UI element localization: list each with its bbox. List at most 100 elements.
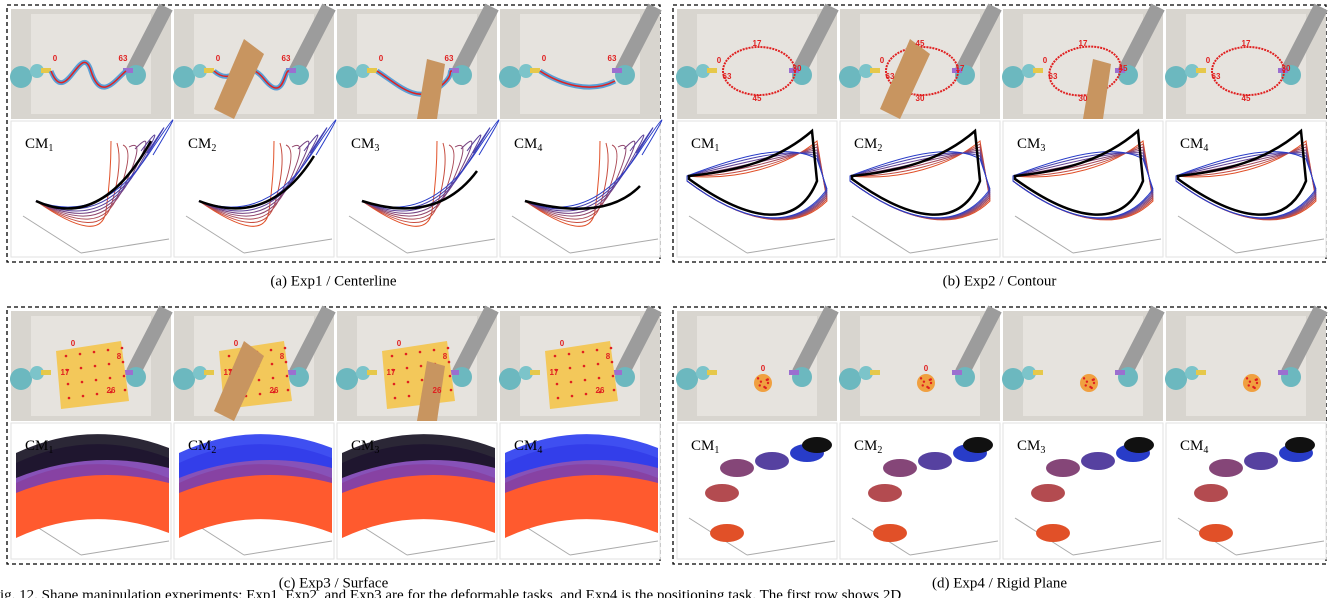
point-label: 63: [1049, 72, 1058, 81]
marker-dot: [407, 394, 411, 398]
point-label: 0: [542, 54, 547, 63]
marker-dot: [67, 396, 71, 400]
marker-dot: [393, 396, 397, 400]
plot: CM4: [499, 422, 661, 560]
point-label: 63: [1212, 72, 1221, 81]
marker-dot: [919, 377, 923, 380]
marker-dot: [392, 382, 396, 386]
gripper: [707, 68, 717, 73]
axis-line: [909, 540, 999, 556]
marker-dot: [1089, 385, 1092, 389]
point-label: 0: [880, 56, 885, 65]
marker-dot: [598, 390, 602, 394]
axis-line: [569, 540, 659, 556]
plot: CM1: [676, 120, 838, 258]
point-label: 45: [1119, 64, 1128, 73]
marker-dot: [92, 350, 96, 354]
target-shape: [361, 170, 479, 210]
robot-joint: [519, 64, 533, 78]
plot-label-text: CM: [854, 438, 877, 454]
plane-pose: [918, 452, 952, 470]
marker-dot: [1254, 378, 1257, 382]
photo: 0 8 17 26: [499, 305, 662, 421]
plot-label-sub: 1: [48, 445, 53, 456]
marker-dot: [584, 392, 588, 396]
target-shape: [1176, 128, 1308, 216]
contour: [1048, 45, 1122, 97]
point-label: 17: [387, 368, 396, 377]
gripper: [123, 370, 133, 375]
point-label: 17: [1079, 39, 1088, 48]
plot-label-sub: 2: [877, 143, 882, 154]
marker-dot: [447, 360, 451, 364]
plot: CM1: [676, 422, 838, 560]
marker-dot: [106, 348, 110, 352]
plane-pose: [710, 524, 744, 542]
gripper: [449, 68, 459, 73]
marker-dot: [79, 366, 83, 370]
robot-joint: [10, 66, 32, 88]
robot-joint: [676, 368, 698, 390]
robot-joint: [193, 64, 207, 78]
target-shape: [687, 128, 819, 216]
robot-arm: [792, 305, 839, 377]
marker-dot: [448, 374, 452, 378]
photo: [1002, 305, 1165, 421]
marker-dot: [109, 390, 113, 394]
target-shape: [524, 185, 641, 210]
plot-label: CM2: [188, 136, 216, 154]
marker-dot: [581, 350, 585, 354]
point-label: 0: [216, 54, 221, 63]
marker-dot: [1247, 384, 1250, 387]
point-label: 8: [117, 352, 122, 361]
axis-line: [80, 238, 170, 254]
marker-dot: [568, 366, 572, 370]
plot-label: CM4: [514, 438, 542, 456]
gripper: [952, 370, 962, 375]
plot-label-text: CM: [188, 136, 211, 152]
marker-dot: [567, 352, 571, 356]
plot-label: CM2: [854, 438, 882, 456]
gripper: [367, 370, 377, 375]
surface: [342, 464, 495, 538]
occluder: [417, 361, 445, 421]
occluder: [880, 39, 930, 119]
occluder: [1083, 59, 1111, 119]
rope-centerline: [539, 70, 616, 88]
marker-dot: [80, 380, 84, 384]
robot-joint: [193, 366, 207, 380]
target-surface: [179, 434, 332, 478]
plane-pose: [1031, 484, 1065, 502]
plot-label-text: CM: [351, 438, 374, 454]
plot-label-sub: 3: [1040, 143, 1045, 154]
plot-label-sub: 1: [714, 445, 719, 456]
plot-label: CM2: [188, 438, 216, 456]
plane-pose: [868, 484, 902, 502]
marker-dot: [928, 378, 931, 382]
marker-dot: [269, 348, 273, 352]
gripper: [1196, 370, 1206, 375]
robot-joint: [499, 368, 521, 390]
plot-label-text: CM: [854, 136, 877, 152]
plot-label-text: CM: [351, 136, 374, 152]
marker-dot: [108, 376, 112, 380]
figure-caption: ig. 12. Shape manipulation experiments: …: [0, 587, 901, 598]
contour: [885, 46, 959, 96]
gripper: [530, 68, 540, 73]
plot-label: CM3: [351, 438, 379, 456]
target-pose: [963, 437, 993, 453]
target-pose: [802, 437, 832, 453]
plot-label: CM4: [514, 136, 542, 154]
plot-label-text: CM: [514, 438, 537, 454]
robot-joint: [1165, 66, 1187, 88]
axis-line: [1235, 540, 1325, 556]
robot-arm: [289, 3, 336, 75]
plane-pose: [720, 459, 754, 477]
point-label: 0: [717, 56, 722, 65]
point-label: 63: [886, 72, 895, 81]
rope-centerline: [50, 61, 127, 88]
axis-line: [569, 238, 659, 254]
gripper: [204, 68, 214, 73]
marker-dot: [446, 346, 450, 350]
gripper: [286, 370, 296, 375]
